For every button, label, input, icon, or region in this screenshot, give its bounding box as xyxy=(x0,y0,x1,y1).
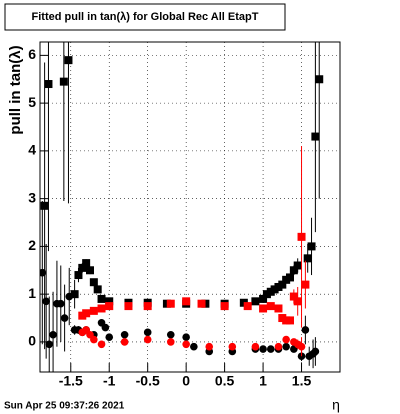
x-tick-label: -1.5 xyxy=(59,373,83,389)
point xyxy=(89,278,98,287)
point xyxy=(105,333,114,341)
point xyxy=(251,342,260,351)
point xyxy=(89,306,98,315)
point xyxy=(166,299,175,308)
point xyxy=(49,330,57,339)
x-tick-label: 1.5 xyxy=(292,373,312,389)
point xyxy=(266,302,275,311)
point xyxy=(301,326,310,334)
point xyxy=(93,285,102,294)
point xyxy=(293,261,302,270)
point xyxy=(101,323,110,332)
point xyxy=(282,342,290,351)
point xyxy=(205,342,214,351)
plot-area xyxy=(40,42,324,372)
point xyxy=(166,338,175,346)
point xyxy=(289,266,298,275)
frame xyxy=(39,41,341,373)
point xyxy=(97,340,106,349)
point xyxy=(74,271,83,280)
title-box xyxy=(4,3,286,31)
point xyxy=(40,268,47,277)
point xyxy=(86,266,94,275)
point xyxy=(182,297,191,306)
point xyxy=(220,302,229,311)
point xyxy=(90,335,98,344)
point xyxy=(315,75,324,84)
y-tick-label: 6 xyxy=(28,46,36,62)
point xyxy=(311,132,320,141)
point xyxy=(166,330,175,339)
point xyxy=(124,302,133,311)
x-tick-label: 1 xyxy=(259,373,267,389)
point xyxy=(197,299,206,308)
point xyxy=(65,292,74,301)
point xyxy=(297,232,306,241)
y-tick-label: 1 xyxy=(28,285,36,301)
point xyxy=(274,342,283,351)
footer: Sun Apr 25 09:37:26 2021 xyxy=(4,401,125,412)
point xyxy=(243,302,252,311)
point xyxy=(143,328,152,337)
point xyxy=(228,342,237,351)
y-tick-label: 0 xyxy=(28,333,36,349)
point xyxy=(60,314,69,322)
point xyxy=(143,335,152,344)
x-tick-label: 0 xyxy=(182,373,190,389)
point xyxy=(70,290,79,299)
point xyxy=(97,304,106,313)
point xyxy=(59,77,68,86)
axes: -1.5 -1 -0.5 0 0.5 1 1.5 0 1 2 3 4 5 6 xyxy=(28,46,311,389)
point xyxy=(56,299,65,308)
point xyxy=(78,263,87,272)
point xyxy=(143,302,152,311)
point xyxy=(301,280,310,289)
point xyxy=(105,297,114,306)
point xyxy=(251,297,260,306)
point xyxy=(286,316,294,325)
point xyxy=(311,347,320,356)
point xyxy=(182,333,190,341)
y-tick-label: 5 xyxy=(28,94,36,110)
point xyxy=(42,297,50,306)
point xyxy=(274,304,283,313)
y-tick-label: 3 xyxy=(28,189,36,205)
point xyxy=(44,80,53,89)
point xyxy=(82,259,91,268)
point xyxy=(259,304,268,313)
y-axis-label: pull in tan(λ) xyxy=(7,45,24,134)
point xyxy=(82,309,91,318)
point xyxy=(307,242,316,251)
point xyxy=(120,338,129,346)
point xyxy=(182,340,190,349)
point xyxy=(40,201,49,210)
chart-title: Fitted pull in tan(λ) for Global Rec All… xyxy=(32,11,259,23)
x-tick-label: -0.5 xyxy=(136,373,160,389)
point xyxy=(259,345,267,353)
point xyxy=(120,330,129,339)
point xyxy=(293,297,302,306)
point xyxy=(286,273,294,282)
point xyxy=(282,335,290,344)
x-tick-label: -1 xyxy=(103,373,116,389)
point xyxy=(278,280,287,289)
point xyxy=(105,302,114,311)
point xyxy=(303,254,312,263)
point xyxy=(97,294,106,303)
point xyxy=(266,345,275,353)
point xyxy=(64,56,73,65)
point xyxy=(259,294,268,303)
point xyxy=(297,342,306,351)
x-axis-label: η xyxy=(332,397,340,413)
point xyxy=(190,342,198,351)
x-tick-label: 0.5 xyxy=(215,373,235,389)
point xyxy=(289,292,298,301)
y-tick-label: 2 xyxy=(28,237,36,253)
grid xyxy=(40,42,340,372)
y-tick-label: 4 xyxy=(28,142,36,158)
